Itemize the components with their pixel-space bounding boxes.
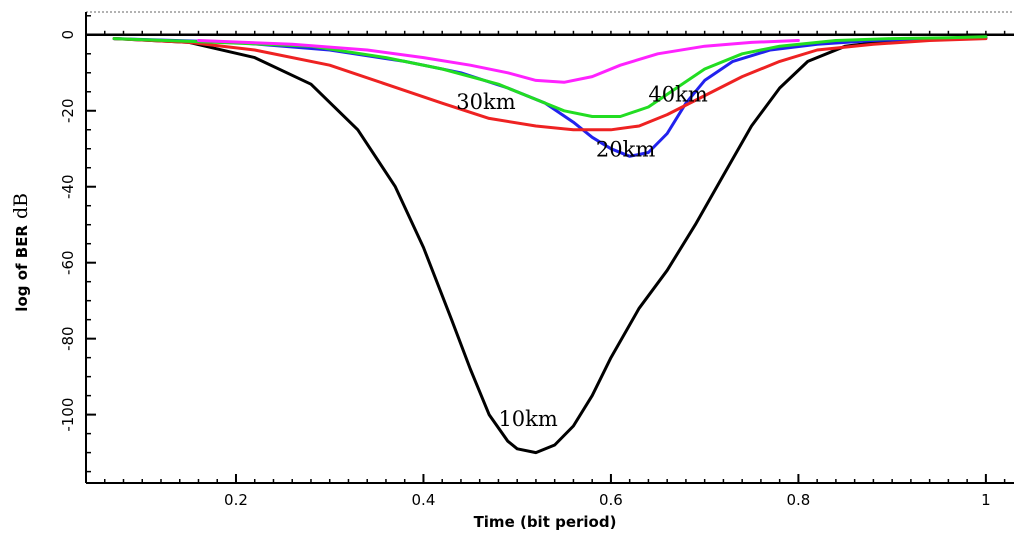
- y-axis-title: log of BER dB: [10, 193, 32, 312]
- series-lines: [112, 35, 988, 455]
- plot-frame: [85, 11, 1014, 484]
- series-line-unlabeled: [197, 39, 800, 84]
- y-axis-unit: dB: [10, 193, 32, 219]
- y-tick-label: -80: [59, 326, 77, 351]
- y-tick-label-group: -100: [59, 398, 77, 432]
- x-tick-label: 0.8: [786, 491, 810, 509]
- y-tick-label: 0: [59, 30, 77, 40]
- y-tick-label: -60: [59, 250, 77, 275]
- axis-ticks: 0.2 0.4 0.6 0.8 1 0 -20 -40 -60 -80 -100: [59, 15, 1006, 509]
- series-label-20km: 20km: [596, 137, 655, 161]
- x-tick-label: 0.4: [412, 491, 436, 509]
- series-line-10km: [112, 36, 988, 455]
- series-label-10km: 10km: [498, 407, 557, 431]
- y-tick-label: -100: [59, 398, 77, 432]
- x-axis-title: Time (bit period): [474, 513, 617, 531]
- series-labels: 10km 20km 30km 40km: [456, 82, 708, 431]
- y-axis-title-text: log of BER: [13, 225, 31, 312]
- series-label-40km: 40km: [648, 82, 707, 106]
- series-line-30km: [112, 37, 988, 132]
- series-label-30km: 30km: [456, 90, 515, 114]
- y-tick-label-group: -20: [59, 99, 77, 124]
- y-tick-label-group: -60: [59, 250, 77, 275]
- x-tick-label: 0.2: [224, 491, 248, 509]
- y-tick-label: -20: [59, 99, 77, 124]
- x-tick-label: 0.6: [599, 491, 623, 509]
- y-tick-label-group: -40: [59, 174, 77, 199]
- series-line-40km: [112, 35, 988, 118]
- y-tick-label-group: -80: [59, 326, 77, 351]
- x-tick-label: 1: [981, 491, 991, 509]
- y-tick-label: -40: [59, 174, 77, 199]
- y-tick-label-group: 0: [59, 30, 77, 40]
